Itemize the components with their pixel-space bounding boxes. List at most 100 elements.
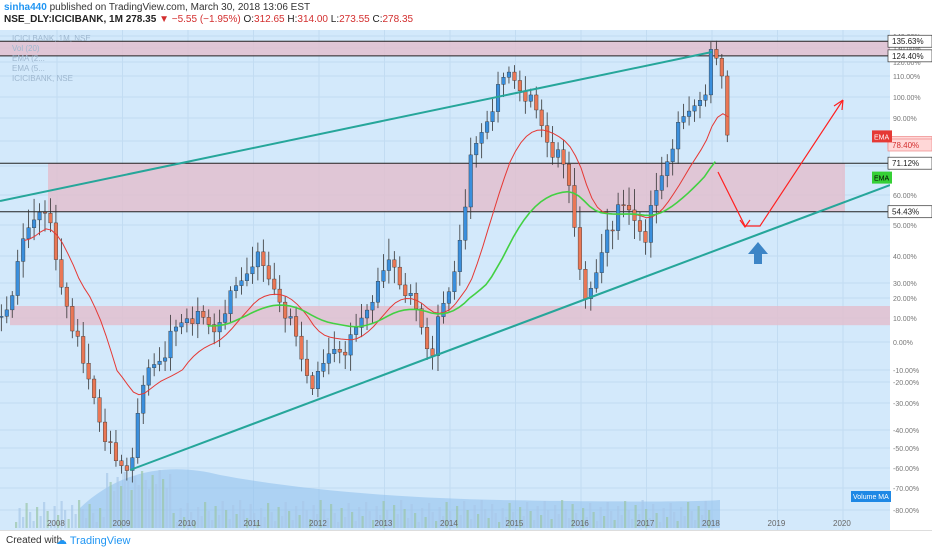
candle-body [468,154,473,208]
candle-body [528,94,533,102]
channel-lower-line [129,184,891,471]
volume-bar [431,512,434,528]
volume-bar [708,510,711,528]
candle-body [26,227,31,239]
volume-bar [491,504,494,528]
price-label: 54.43% [892,208,919,217]
resistance-zone [0,41,890,56]
candle-body [234,285,239,291]
volume-bar [116,477,119,528]
candle-body [659,175,664,191]
x-tick-label: 2010 [178,519,196,528]
volume-bar [99,508,102,528]
volume-bar [309,519,312,528]
publish-line: sinha440 published on TradingView.com, M… [4,2,310,13]
y-tick-label: 20.00% [893,296,917,303]
candle-body [315,371,320,389]
candle-body [665,161,670,176]
volume-bar [501,508,504,528]
x-tick-label: 2011 [244,519,262,528]
candle-body [408,293,413,296]
volume-bar [484,509,487,528]
volume-bar [659,522,662,528]
ema-tag-box [872,130,892,143]
candle-body [42,211,47,214]
volume-bar [148,489,151,528]
legend-item: Vol (20) [12,44,40,53]
volume-bar [403,509,406,528]
volume-bar [512,512,515,528]
chart-canvas[interactable]: 140.00%130.00%120.00%110.00%100.00%90.00… [0,30,932,530]
tradingview-logo[interactable]: ☁ TradingView [56,534,130,547]
candle-body [86,363,91,380]
volume-bar [242,509,245,528]
volume-bar [687,502,690,528]
candle-body [113,442,118,462]
y-tick-label: 120.00% [893,60,921,67]
volume-bar [263,517,266,528]
volume-bar [704,501,707,528]
volume-bar [459,515,462,528]
volume-bar [575,513,578,528]
chart-plot-area[interactable]: 140.00%130.00%120.00%110.00%100.00%90.00… [0,30,932,530]
candle-body [534,94,539,111]
volume-bar [211,520,214,528]
volume-bar [337,522,340,528]
candle-body [261,251,266,266]
candle-body [654,190,659,206]
volume-bar [113,491,116,528]
volume-bar [638,514,641,528]
candle-body [703,94,708,101]
candle-body [354,327,359,335]
volume-bar [470,519,473,528]
symbol-label: NSE_DLY:ICICIBANK, 1M [4,14,123,25]
volume-bar [452,520,455,528]
candle-body [370,301,375,311]
candle-body [21,238,26,262]
volume-bar [456,506,459,528]
volume-bar [533,520,536,528]
price-label: 78.40% [892,141,919,150]
volume-bar [435,521,438,528]
candle-body [163,357,168,362]
volume-bar [606,502,609,528]
plot-background [0,30,890,530]
volume-bar [620,515,623,528]
candle-body [561,149,566,165]
y-tick-label: 100.00% [893,95,921,102]
candle-body [435,316,440,356]
author-link[interactable]: sinha440 [4,2,47,13]
volume-bar [267,503,270,528]
candle-body [446,291,451,304]
volume-bar [557,514,560,528]
candle-body [10,295,15,311]
volume-bar [365,502,368,528]
volume-bar [683,516,686,528]
candle-body [425,327,430,350]
ema-tag: EMA [874,176,890,183]
volume-bar [60,501,63,528]
candle-body [266,265,271,280]
candle-body [168,330,173,359]
y-tick-label: 30.00% [893,281,917,288]
candle-body [108,441,113,443]
volume-bar [585,517,588,528]
volume-bar [494,513,497,528]
projection-arrowhead-icon [833,99,844,111]
volume-bar [46,511,49,528]
volume-bar [519,507,522,528]
volume-bar [438,507,441,528]
y-tick-label: -70.00% [893,486,919,493]
volume-bar [386,510,389,528]
volume-bar [95,522,98,528]
candle-body [566,163,571,186]
candle-body [725,75,730,136]
candle-body [135,413,140,458]
candle-body [283,301,288,319]
candle-body [463,206,468,241]
candle-body [430,348,435,356]
volume-bar [277,507,280,528]
resistance-zone [48,163,845,212]
volume-bar [281,516,284,528]
volume-bar [344,517,347,528]
